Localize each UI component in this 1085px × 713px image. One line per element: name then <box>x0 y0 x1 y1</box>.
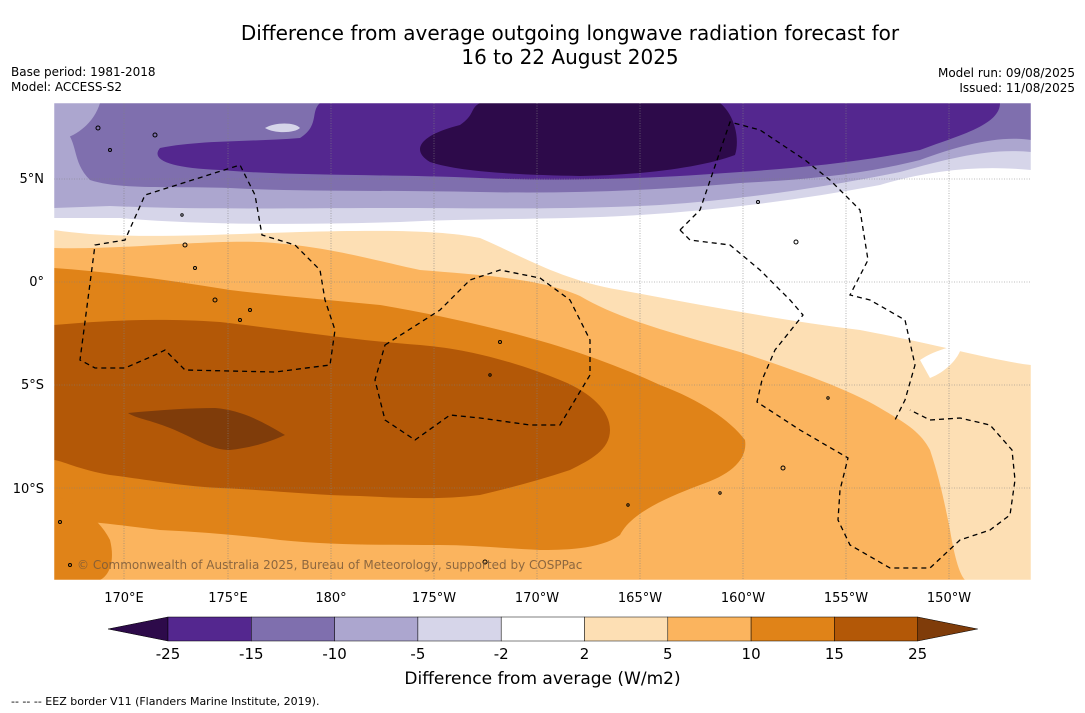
colorbar-tick-label: -2 <box>494 645 509 663</box>
chart-title: Difference from average outgoing longwav… <box>0 21 1085 69</box>
band-neg-25-plus <box>420 103 737 176</box>
eez-footnote: -- -- -- EEZ border V11 (Flanders Marine… <box>11 695 320 708</box>
colorbar-tick-label: -25 <box>156 645 181 663</box>
colorbar-segment <box>667 616 752 642</box>
band-neg-upper-left <box>54 103 100 140</box>
chart-title-line2: 16 to 22 August 2025 <box>461 45 679 69</box>
colorbar-tick-label: 15 <box>825 645 844 663</box>
copyright-text: © Commonwealth of Australia 2025, Bureau… <box>77 558 583 572</box>
map-frame <box>53 102 1032 581</box>
eez-border-cook <box>679 229 1016 569</box>
base-period: Base period: 1981-2018 <box>11 65 156 79</box>
colorbar-segment <box>251 616 335 642</box>
model-run: Model run: 09/08/2025 <box>937 66 1075 80</box>
colorbar-label: Difference from average (W/m2) <box>404 669 681 689</box>
colorbar-segment <box>750 616 835 642</box>
eez-borders <box>79 121 1016 569</box>
colorbar-segment <box>584 616 669 642</box>
colorbar-segment <box>500 616 585 642</box>
y-tick-label: 5°S <box>21 378 44 393</box>
x-tick-label: 170°W <box>515 591 559 606</box>
meta-left: Base period: 1981-2018 Model: ACCESS-S2 <box>11 65 156 95</box>
colorbar-segment <box>334 616 419 642</box>
colorbar-tick-label: -10 <box>322 645 347 663</box>
y-tick-labels: 5°N 0° 5°S 10°S <box>13 172 44 497</box>
gridlines <box>54 103 1031 580</box>
colorbar-segment <box>417 616 502 642</box>
band-pos-2-5-notch <box>920 345 962 378</box>
band-neg-small-lobe <box>265 123 300 133</box>
colorbar-extend-min <box>107 616 169 642</box>
chart-title-line1: Difference from average outgoing longwav… <box>240 21 900 45</box>
x-tick-labels: 170°E 175°E 180° 175°W 170°W 165°W 160°W… <box>104 591 971 606</box>
model-name: Model: ACCESS-S2 <box>11 80 123 94</box>
colorbar-extend-max <box>917 616 978 642</box>
x-tick-label: 175°W <box>412 591 456 606</box>
colorbar-tick-label: 2 <box>580 645 590 663</box>
x-tick-label: 165°W <box>618 591 662 606</box>
band-pos-15-25 <box>54 319 610 499</box>
colorbar-segment <box>834 616 918 642</box>
x-tick-label: 160°W <box>721 591 765 606</box>
colorbar-tick-label: 25 <box>908 645 927 663</box>
x-tick-label: 150°W <box>927 591 971 606</box>
colorbar: -25 -15 -10 -5 -2 2 5 10 15 25 <box>107 616 978 663</box>
colorbar-tick-label: -5 <box>410 645 425 663</box>
islands <box>58 125 830 567</box>
band-pos-25-plus <box>128 408 285 450</box>
y-tick-label: 5°N <box>20 172 45 187</box>
eez-border-tokelau <box>374 269 591 441</box>
x-tick-label: 175°E <box>208 591 248 606</box>
colorbar-tick-label: 5 <box>663 645 673 663</box>
issued-date: Issued: 11/08/2025 <box>959 81 1075 95</box>
y-tick-label: 10°S <box>13 482 44 497</box>
x-tick-label: 170°E <box>104 591 144 606</box>
meta-right: Model run: 09/08/2025 Issued: 11/08/2025 <box>938 66 1075 96</box>
colorbar-segment <box>167 616 252 642</box>
band-pos-10-15-lower <box>54 495 112 580</box>
colorbar-tick-label: 10 <box>742 645 761 663</box>
colorbar-tick-label: -15 <box>239 645 264 663</box>
x-tick-label: 155°W <box>824 591 868 606</box>
contour-field <box>54 103 1031 580</box>
eez-border-kiribati <box>679 121 916 421</box>
y-tick-label: 0° <box>29 275 44 290</box>
x-tick-label: 180° <box>315 591 346 606</box>
